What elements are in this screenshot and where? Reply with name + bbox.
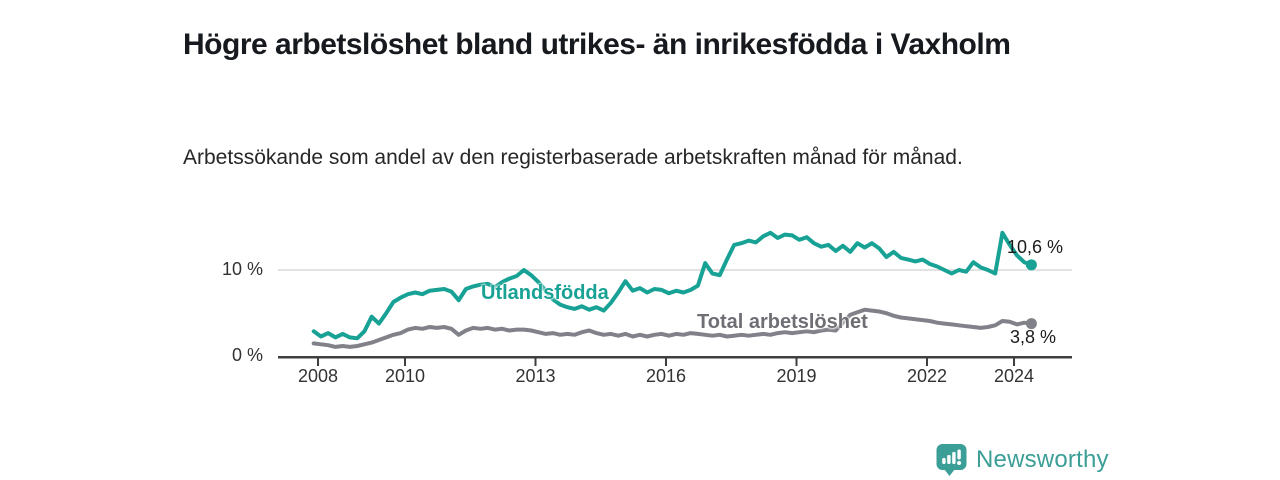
series-label-utlandsfodda: Utlandsfödda [481, 282, 609, 304]
x-tick-label-2022: 2022 [906, 366, 948, 386]
series-end-dot [1025, 259, 1037, 271]
series-end-dot [1025, 318, 1037, 330]
end-value-total: 3,8 % [1010, 327, 1057, 347]
series-line-total-arbetsl-shet [311, 307, 1034, 349]
x-tick-label-2013: 2013 [515, 366, 556, 386]
series-label-total: Total arbetslöshet [697, 311, 868, 333]
series-line-utlandsf-dda [311, 230, 1034, 341]
newsworthy-logo-link[interactable]: Newsworthy [936, 443, 1109, 477]
x-tick-label-2010: 2010 [384, 366, 426, 386]
x-tick-label-2016: 2016 [645, 366, 687, 386]
x-tick-label-2024: 2024 [993, 366, 1035, 386]
y-axis-tick-10: 10 % [221, 259, 263, 279]
end-value-utlandsfodda: 10,6 % [1007, 237, 1064, 257]
newsworthy-logo-text: Newsworthy [976, 446, 1109, 473]
y-axis-tick-0: 0 % [231, 345, 263, 365]
x-tick-label-2019: 2019 [776, 366, 817, 386]
newsworthy-logo-icon [936, 443, 967, 477]
chart-title: Högre arbetslöshet bland utrikes- än inr… [183, 28, 1011, 62]
x-tick-label-2008: 2008 [297, 366, 339, 386]
chart-subtitle: Arbetssökande som andel av den registerb… [183, 146, 963, 169]
